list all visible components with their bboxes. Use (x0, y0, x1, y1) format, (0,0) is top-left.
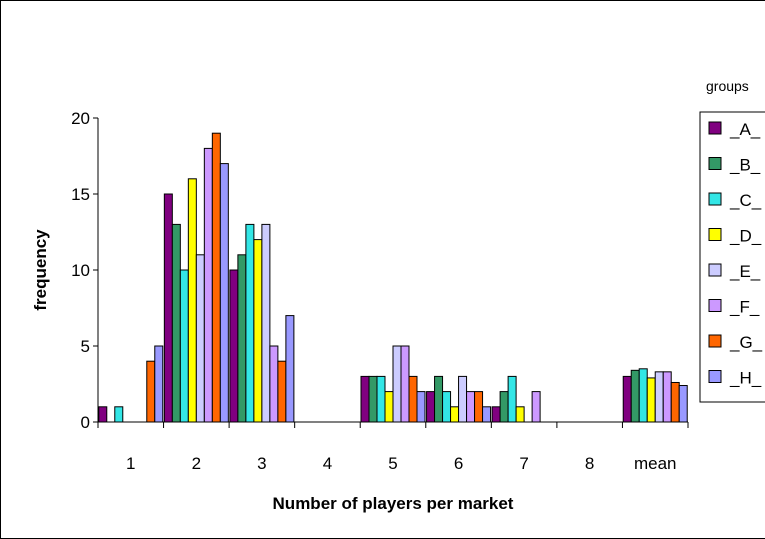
bar-G-mean (670, 381, 680, 423)
bar-B-3 (237, 254, 247, 423)
bar-C-3 (245, 223, 255, 423)
legend-swatch-B (708, 157, 722, 170)
bar-A-3 (229, 269, 239, 423)
bar-A-2 (163, 193, 173, 423)
legend-swatch-A (708, 121, 722, 135)
x-tick-label: 7 (519, 454, 528, 473)
bars-layer (98, 132, 688, 423)
bar-H-3 (285, 315, 295, 423)
legend: _A_ _B_ _C_ _D_ _E_ _F_ _G_ _H_ (708, 120, 763, 388)
bar-F-7 (531, 391, 541, 423)
x-tick-label: 4 (323, 454, 332, 473)
legend-swatch-E (708, 263, 722, 277)
y-tick-label: 5 (81, 337, 90, 356)
bar-D-7 (515, 406, 525, 423)
bar-F-5 (400, 345, 410, 423)
bar-H-6 (482, 406, 492, 423)
x-tick-label: 8 (585, 454, 594, 473)
y-tick-label: 0 (81, 413, 90, 432)
bar-B-6 (434, 375, 444, 423)
bar-E-6 (458, 375, 468, 423)
x-tick-label: 5 (388, 454, 397, 473)
bar-C-5 (376, 375, 386, 423)
bar-C-6 (442, 391, 452, 423)
y-tick-label: 20 (71, 109, 90, 128)
bar-A-6 (426, 391, 436, 423)
bar-G-3 (277, 360, 287, 423)
legend-label-A: _A_ (729, 120, 761, 139)
bar-C-mean (638, 368, 648, 423)
bar-A-mean (622, 375, 632, 423)
x-ticks: 1 2 3 4 5 6 7 8 mean (97, 422, 689, 473)
bar-D-mean (646, 377, 656, 423)
legend-label-E: _E_ (729, 262, 761, 281)
legend-label-G: _G_ (729, 333, 763, 352)
legend-label-H: _H_ (729, 369, 762, 388)
x-tick-label: 1 (126, 454, 135, 473)
bar-D-6 (450, 406, 460, 423)
bar-D-2 (187, 178, 197, 423)
x-tick-label: mean (634, 454, 677, 473)
legend-label-B: _B_ (729, 156, 761, 175)
bar-G-6 (474, 391, 484, 423)
x-tick-label: 2 (192, 454, 201, 473)
bar-E-5 (392, 345, 402, 423)
bar-C-1 (114, 406, 124, 423)
legend-label-D: _D_ (729, 227, 762, 246)
legend-label-C: _C_ (729, 191, 762, 210)
bar-G-2 (211, 132, 221, 423)
bar-F-3 (269, 345, 279, 423)
bar-G-1 (146, 360, 156, 423)
bar-A-1 (98, 406, 108, 423)
bar-H-1 (154, 345, 164, 423)
bar-G-5 (408, 375, 418, 423)
legend-swatch-D (708, 228, 722, 241)
x-axis-title: Number of players per market (273, 494, 514, 513)
bar-A-7 (491, 406, 501, 423)
bar-A-5 (360, 375, 370, 423)
bar-D-3 (253, 239, 263, 423)
bar-F-2 (203, 147, 213, 423)
legend-swatch-C (708, 192, 722, 206)
bar-H-2 (219, 163, 229, 423)
bar-E-2 (195, 254, 205, 423)
bar-F-6 (466, 391, 476, 423)
x-tick-label: 3 (257, 454, 266, 473)
bar-E-3 (261, 223, 271, 423)
bar-F-mean (662, 371, 672, 423)
bar-B-mean (630, 369, 640, 423)
legend-swatch-F (708, 299, 722, 312)
y-ticks: 0 5 10 15 20 (71, 109, 98, 432)
y-tick-label: 15 (71, 185, 90, 204)
bar-B-2 (171, 223, 181, 423)
bar-H-mean (678, 385, 688, 423)
bar-C-2 (179, 269, 189, 423)
bar-E-mean (654, 371, 664, 423)
legend-swatch-G (708, 334, 722, 348)
bar-D-5 (384, 391, 394, 423)
bar-C-7 (507, 375, 517, 423)
legend-swatch-H (708, 370, 722, 383)
bar-H-5 (416, 391, 426, 423)
y-tick-label: 10 (71, 261, 90, 280)
legend-label-F: _F_ (729, 298, 760, 317)
legend-title: groups (706, 78, 749, 94)
x-tick-label: 6 (454, 454, 463, 473)
bar-B-5 (368, 375, 378, 423)
y-axis-title: frequency (31, 229, 50, 311)
bar-B-7 (499, 391, 509, 423)
